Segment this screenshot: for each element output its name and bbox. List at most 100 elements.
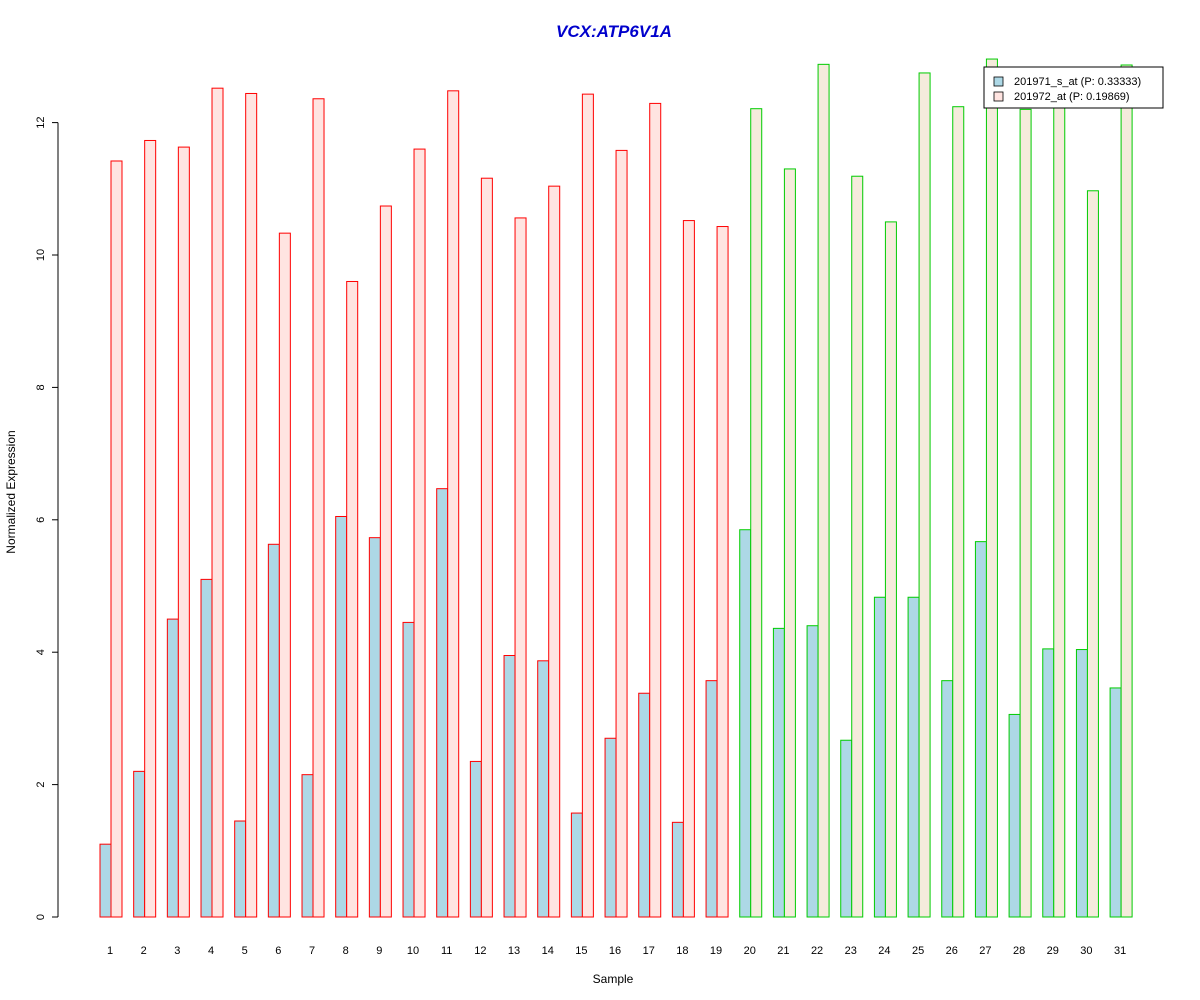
- x-tick-label: 11: [441, 945, 452, 957]
- x-tick-label: 16: [609, 945, 621, 957]
- bar-201972-sample-3: [177, 146, 190, 918]
- bar-201972-sample-26: [952, 106, 965, 918]
- bar-201972-sample-30: [1086, 190, 1099, 918]
- x-tick-label: 7: [309, 945, 315, 957]
- chart-title: VCX:ATP6V1A: [556, 22, 672, 41]
- bar-201972-sample-20: [750, 108, 763, 918]
- bar-201971-sample-3: [166, 618, 179, 918]
- bar-201972-sample-11: [447, 90, 460, 918]
- x-tick-label: 30: [1080, 945, 1092, 957]
- bar-201972-sample-7: [312, 98, 325, 918]
- bar-201971-sample-10: [402, 621, 415, 918]
- x-tick-label: 20: [744, 945, 756, 957]
- bar-201971-sample-18: [671, 821, 684, 918]
- bar-201971-sample-7: [301, 774, 314, 918]
- bar-201971-sample-4: [200, 578, 213, 918]
- bar-201972-sample-24: [884, 221, 897, 918]
- x-tick-label: 2: [141, 945, 147, 957]
- legend: 201971_s_at (P: 0.33333) 201972_at (P: 0…: [983, 66, 1164, 109]
- bar-201972-sample-16: [615, 149, 628, 918]
- x-axis-label: Sample: [593, 972, 634, 986]
- bar-201971-sample-29: [1042, 648, 1055, 918]
- bar-201971-sample-14: [537, 660, 550, 918]
- x-tick-label: 4: [208, 945, 214, 957]
- bar-201972-sample-28: [1019, 108, 1032, 918]
- bar-201972-sample-13: [514, 217, 527, 918]
- x-tick-label: 12: [474, 945, 486, 957]
- bar-201971-sample-25: [907, 596, 920, 918]
- x-tick-label: 9: [376, 945, 382, 957]
- x-tick-label: 8: [343, 945, 349, 957]
- y-tick-label: 12: [35, 116, 47, 128]
- bar-201972-sample-6: [278, 232, 291, 918]
- bar-201972-sample-31: [1120, 64, 1133, 918]
- x-tick-label: 14: [542, 945, 554, 957]
- bar-201971-sample-8: [335, 515, 348, 918]
- bar-201972-sample-21: [783, 168, 796, 918]
- x-tick-label: 23: [845, 945, 857, 957]
- bar-201972-sample-29: [1053, 102, 1066, 918]
- y-tick-label: 0: [35, 914, 47, 920]
- bar-201971-sample-20: [739, 529, 752, 918]
- legend-swatch-201971: [993, 76, 1004, 87]
- x-tick-label: 3: [174, 945, 180, 957]
- bar-201971-sample-6: [267, 543, 280, 918]
- bar-201972-sample-8: [346, 280, 359, 918]
- bar-201972-sample-18: [682, 220, 695, 918]
- bar-201971-sample-1: [99, 843, 112, 918]
- bars-layer: [99, 58, 1133, 918]
- legend-box: [983, 66, 1164, 109]
- x-tick-label: 28: [1013, 945, 1025, 957]
- x-tick-label: 18: [676, 945, 688, 957]
- x-tick-label: 19: [710, 945, 722, 957]
- bar-201972-sample-23: [851, 175, 864, 918]
- bar-201972-sample-19: [716, 226, 729, 918]
- bar-201971-sample-13: [503, 655, 516, 918]
- bar-201972-sample-17: [649, 102, 662, 918]
- bar-201972-sample-15: [581, 93, 594, 918]
- bar-201972-sample-9: [379, 205, 392, 918]
- y-tick-label: 10: [35, 249, 47, 261]
- legend-label-201971: 201971_s_at (P: 0.33333): [1014, 76, 1141, 88]
- bar-201971-sample-16: [604, 737, 617, 918]
- bar-201972-sample-12: [480, 177, 493, 918]
- x-tick-label: 22: [811, 945, 823, 957]
- x-tick-label: 21: [777, 945, 789, 957]
- x-tick-label: 1: [107, 945, 113, 957]
- bar-201972-sample-22: [817, 63, 830, 918]
- x-tick-label: 15: [575, 945, 587, 957]
- bar-201971-sample-5: [234, 820, 247, 918]
- bar-201971-sample-2: [133, 770, 146, 918]
- x-tick-label: 25: [912, 945, 924, 957]
- y-tick-label: 6: [35, 517, 47, 523]
- x-tick-label: 24: [878, 945, 890, 957]
- x-tick-label: 6: [275, 945, 281, 957]
- bar-201971-sample-27: [974, 541, 987, 918]
- bar-201971-sample-22: [806, 625, 819, 918]
- bar-201972-sample-2: [144, 139, 157, 918]
- bar-201971-sample-21: [772, 627, 785, 918]
- y-tick-label: 8: [35, 384, 47, 390]
- bar-201972-sample-1: [110, 160, 123, 918]
- bar-201971-sample-30: [1075, 649, 1088, 918]
- bar-201972-sample-27: [985, 58, 998, 918]
- x-tick-label: 31: [1114, 945, 1126, 957]
- x-tick-label: 5: [242, 945, 248, 957]
- x-tick-label: 13: [508, 945, 520, 957]
- bar-201972-sample-10: [413, 148, 426, 918]
- bar-201971-sample-24: [873, 596, 886, 918]
- bar-201972-sample-25: [918, 72, 931, 918]
- bar-201971-sample-28: [1008, 713, 1021, 918]
- bar-201971-sample-12: [469, 760, 482, 918]
- bar-201971-sample-9: [368, 537, 381, 918]
- x-tick-label: 17: [643, 945, 655, 957]
- bar-201972-sample-14: [548, 185, 561, 918]
- x-tick-label: 27: [979, 945, 991, 957]
- legend-swatch-201972: [993, 91, 1004, 102]
- bar-201971-sample-19: [705, 680, 718, 918]
- legend-label-201972: 201972_at (P: 0.19869): [1014, 91, 1130, 103]
- bar-201972-sample-5: [245, 92, 258, 918]
- bar-201971-sample-23: [840, 739, 853, 918]
- x-tick-label: 29: [1047, 945, 1059, 957]
- bar-201971-sample-15: [570, 812, 583, 918]
